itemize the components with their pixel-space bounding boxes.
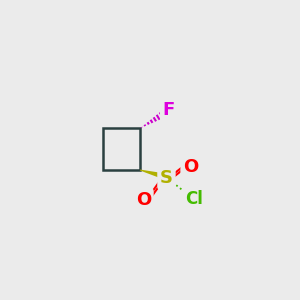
Text: O: O xyxy=(183,158,198,175)
Text: S: S xyxy=(160,169,173,187)
Text: O: O xyxy=(136,191,151,209)
Text: F: F xyxy=(163,101,175,119)
Text: Cl: Cl xyxy=(185,190,203,208)
Polygon shape xyxy=(140,169,163,178)
